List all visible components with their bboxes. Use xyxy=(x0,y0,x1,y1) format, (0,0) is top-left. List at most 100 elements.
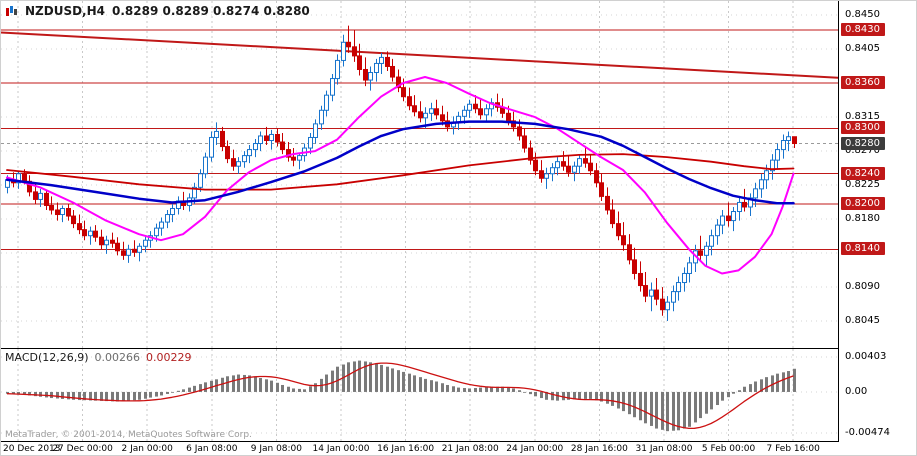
time-axis[interactable]: 20 Dec 2013 27 Dec 00:00 2 Jan 00:00 6 Jan … xyxy=(1,443,916,455)
candlestick-chart[interactable] xyxy=(1,1,838,348)
bear-candle-body xyxy=(528,147,533,161)
macd-histogram-bar xyxy=(782,372,785,392)
macd-histogram-bar xyxy=(45,391,48,398)
macd-histogram-bar xyxy=(375,363,378,392)
macd-histogram-bar xyxy=(507,387,510,392)
macd-histogram-bar xyxy=(452,386,455,392)
bull-candle-body xyxy=(368,72,373,81)
macd-histogram-bar xyxy=(600,391,603,402)
macd-axis-label: 0.00403 xyxy=(845,350,887,362)
macd-histogram-bar xyxy=(364,361,367,392)
macd-histogram-bar xyxy=(529,391,532,395)
macd-histogram-bar xyxy=(122,391,125,402)
bull-candle-body xyxy=(770,159,775,172)
bull-candle-body xyxy=(748,197,753,208)
bear-candle-body xyxy=(49,204,54,211)
bear-candle-body xyxy=(561,161,566,167)
macd-histogram-bar xyxy=(474,388,477,392)
bear-candle-body xyxy=(610,209,615,225)
bear-candle-body xyxy=(511,120,516,128)
macd-histogram-bar xyxy=(716,391,719,406)
macd-histogram-bar xyxy=(380,364,383,392)
bear-candle-body xyxy=(407,96,412,107)
macd-histogram-bar xyxy=(259,378,262,392)
macd-histogram-bar xyxy=(540,391,543,399)
macd-histogram-bar xyxy=(578,391,581,399)
bull-candle-body xyxy=(764,170,769,181)
bear-candle-body xyxy=(110,239,115,244)
price-tick-label: 0.8270 xyxy=(845,145,880,157)
time-axis-label: 14 Jan 00:00 xyxy=(312,444,370,454)
macd-histogram-chart[interactable] xyxy=(1,349,838,441)
price-level-badge[interactable]: 0.8240 xyxy=(841,166,885,180)
bull-candle-body xyxy=(258,135,263,145)
macd-histogram-bar xyxy=(78,391,81,401)
macd-histogram-bar xyxy=(386,366,389,392)
macd-histogram-bar xyxy=(89,391,92,401)
bull-candle-body xyxy=(192,186,197,199)
macd-histogram-bar xyxy=(210,380,213,392)
bear-candle-body xyxy=(77,223,82,231)
bear-candle-body xyxy=(352,46,357,57)
candles-group[interactable] xyxy=(5,25,797,322)
bear-candle-body xyxy=(99,236,104,246)
macd-histogram-bar xyxy=(166,391,169,394)
bull-candle-body xyxy=(709,235,714,247)
bull-candle-body xyxy=(236,161,241,167)
bear-candle-body xyxy=(533,159,538,172)
macd-histogram-bar xyxy=(633,391,636,418)
bear-candle-body xyxy=(698,250,703,256)
macd-histogram-bar xyxy=(710,391,713,410)
bear-candle-body xyxy=(440,114,445,122)
descending-trendline[interactable] xyxy=(1,31,838,79)
macd-histogram-bar xyxy=(12,391,15,395)
macd-histogram-bar xyxy=(50,391,53,399)
bear-candle-body xyxy=(291,156,296,161)
bear-candle-body xyxy=(517,126,522,137)
macd-histogram-bar xyxy=(408,373,411,392)
bull-candle-body xyxy=(704,245,709,256)
bull-candle-body xyxy=(165,214,170,223)
price-level-badge[interactable]: 0.8360 xyxy=(841,76,885,90)
bear-candle-body xyxy=(93,230,98,238)
macd-histogram-bar xyxy=(655,391,658,429)
bull-candle-body xyxy=(143,239,148,247)
macd-histogram-bar xyxy=(28,391,31,396)
bear-candle-body xyxy=(654,289,659,300)
macd-histogram-bar xyxy=(23,391,26,395)
macd-histogram-bar xyxy=(501,386,504,392)
bull-candle-body xyxy=(462,109,467,117)
candlestick-icon xyxy=(5,5,18,17)
macd-histogram-bar xyxy=(100,391,103,401)
bear-candle-body xyxy=(385,56,390,67)
current-price-badge: 0.8280 xyxy=(841,136,885,150)
macd-histogram-group xyxy=(6,360,796,432)
macd-signal-line xyxy=(6,362,794,430)
macd-histogram-bar xyxy=(111,391,114,402)
price-level-badge[interactable]: 0.8300 xyxy=(841,121,885,135)
price-level-badge[interactable]: 0.8140 xyxy=(841,242,885,256)
macd-histogram-bar xyxy=(595,391,598,401)
bull-candle-body xyxy=(737,201,742,213)
macd-histogram-bar xyxy=(221,377,224,392)
bear-candle-body xyxy=(121,250,126,256)
bull-candle-body xyxy=(341,41,346,61)
bull-candle-body xyxy=(308,136,313,149)
bear-candle-body xyxy=(115,242,120,252)
price-level-badge[interactable]: 0.8200 xyxy=(841,196,885,210)
macd-histogram-bar xyxy=(254,376,257,392)
bear-candle-body xyxy=(264,135,269,142)
bear-candle-body xyxy=(643,285,648,297)
price-tick-label: 0.8045 xyxy=(845,315,880,327)
bull-candle-body xyxy=(16,173,21,184)
macd-histogram-bar xyxy=(512,388,515,392)
bear-candle-body xyxy=(792,136,797,145)
macd-axis-label: 0.00 xyxy=(845,385,868,397)
price-level-badge[interactable]: 0.8430 xyxy=(841,23,885,37)
price-tick-label: 0.8405 xyxy=(845,43,880,55)
macd-histogram-bar xyxy=(298,388,301,392)
price-axis[interactable]: 0.8450 0.8405 0.8360 0.8315 0.8270 0.8225 0.81… xyxy=(838,1,916,442)
macd-histogram-bar xyxy=(628,391,631,415)
macd-histogram-bar xyxy=(39,391,42,397)
macd-histogram-bar xyxy=(402,371,405,392)
